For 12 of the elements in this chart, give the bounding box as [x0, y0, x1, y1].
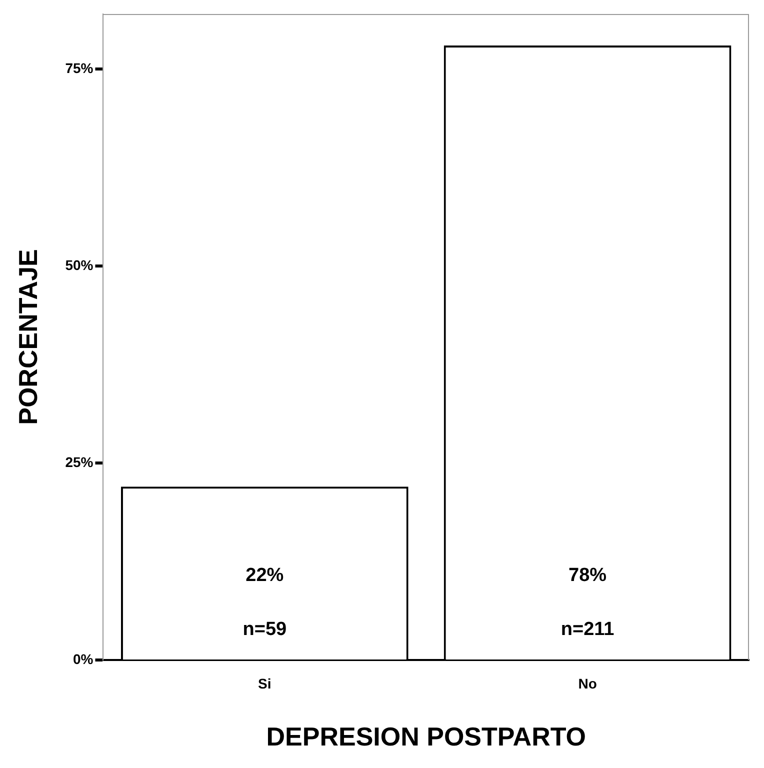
y-axis-title: PORCENTAJE: [12, 249, 43, 425]
x-tick-label: Si: [258, 675, 272, 692]
x-axis-title: DEPRESION POSTPARTO: [266, 722, 586, 752]
annotation: n=59: [242, 619, 287, 640]
annotation: n=211: [560, 619, 615, 640]
y-tick-label: 50%: [65, 256, 94, 273]
data-label: 22%: [246, 565, 284, 586]
data-label: 78%: [568, 565, 607, 586]
x-tick-label: No: [578, 675, 597, 692]
y-tick-label: 75%: [65, 60, 94, 76]
y-tick-label: 0%: [72, 650, 94, 667]
y-tick-label: 25%: [65, 454, 94, 470]
